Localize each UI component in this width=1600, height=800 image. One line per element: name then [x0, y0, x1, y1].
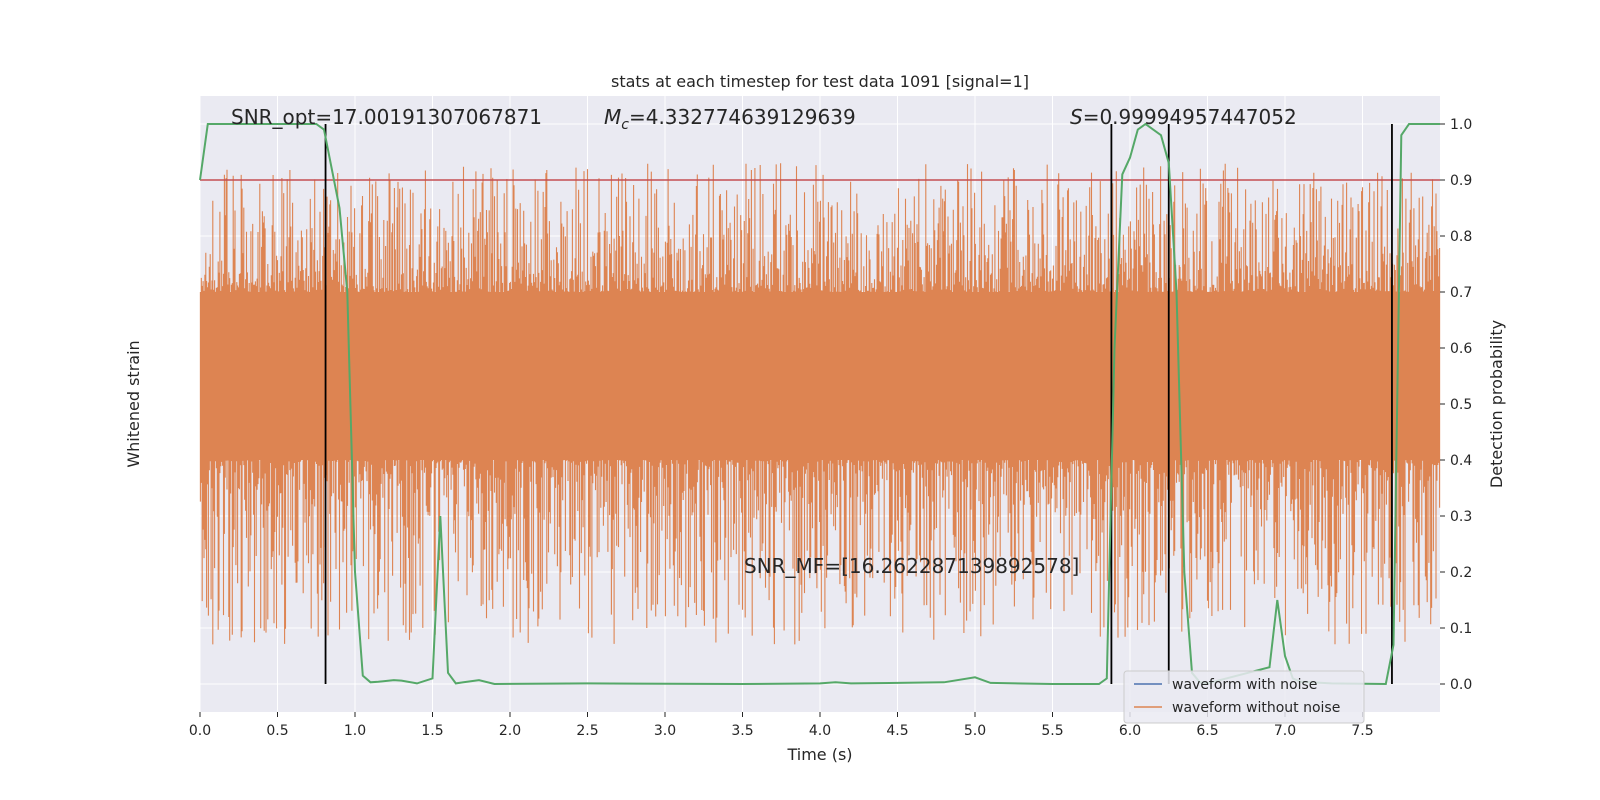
x-tick-label: 1.5: [421, 723, 443, 739]
y-tick-label-right: 0.7: [1450, 285, 1472, 301]
y-tick-label-right: 0.2: [1450, 565, 1472, 581]
x-tick-label: 3.0: [654, 723, 676, 739]
annotation-chirp-mass: Mc=4.332774639129639: [604, 105, 856, 133]
x-tick-label: 4.5: [886, 723, 908, 739]
x-tick-label: 6.0: [1119, 723, 1141, 739]
x-tick-label: 6.5: [1196, 723, 1218, 739]
x-tick-label: 3.5: [731, 723, 753, 739]
x-tick-label: 5.0: [964, 723, 986, 739]
y-tick-label-right: 0.1: [1450, 621, 1472, 637]
y-tick-label-right: 0.0: [1450, 677, 1472, 693]
axes: 0.0 0.5 1.0 1.5 2.0 2.5 3.0 3.5 4.0 4.5 5.0 5.5 6.0 6…: [189, 117, 1472, 739]
x-axis-label: Time (s): [786, 745, 852, 764]
x-tick-label: 0.0: [189, 723, 211, 739]
x-tick-label: 0.5: [266, 723, 288, 739]
x-tick-label: 7.0: [1274, 723, 1296, 739]
annotation-snr-mf: SNR_MF=[16.262287139892578]: [744, 554, 1079, 578]
waveform-spikes: [199, 163, 1441, 645]
legend-box: [1123, 670, 1365, 724]
detection-probability-line: [199, 122, 1440, 686]
y-tick-label-right: 0.4: [1450, 453, 1472, 469]
x-tick-label: 7.5: [1351, 723, 1373, 739]
y-tick-label-right: 0.8: [1450, 229, 1472, 245]
y-tick-label-right: 1.0: [1450, 117, 1472, 133]
y-tick-label-right: 0.6: [1450, 341, 1472, 357]
x-tick-label: 4.0: [809, 723, 831, 739]
y-tick-label-right: 0.3: [1450, 509, 1472, 525]
annotation-snr-opt: SNR_opt=17.00191307067871: [231, 105, 542, 129]
waveform-without-noise-series: [199, 163, 1441, 645]
x-tick-label: 2.5: [576, 723, 598, 739]
annotation-s: S=0.99994957447052: [1070, 105, 1297, 129]
y-tick-label-right: 0.9: [1450, 173, 1472, 189]
legend: waveform with noise waveform without noi…: [1123, 670, 1365, 724]
legend-label-without-noise: waveform without noise: [1172, 700, 1340, 716]
x-tick-label: 5.5: [1041, 723, 1063, 739]
y-axis-label-left: Whitened strain: [124, 340, 143, 467]
y-axis-label-right: Detection probability: [1487, 320, 1506, 488]
x-tick-label: 1.0: [344, 723, 366, 739]
overlay: [199, 122, 1440, 686]
legend-label-with-noise: waveform with noise: [1172, 677, 1317, 693]
x-tick-label: 2.0: [499, 723, 521, 739]
chart-title: stats at each timestep for test data 109…: [611, 72, 1029, 91]
y-tick-label-right: 0.5: [1450, 397, 1472, 413]
